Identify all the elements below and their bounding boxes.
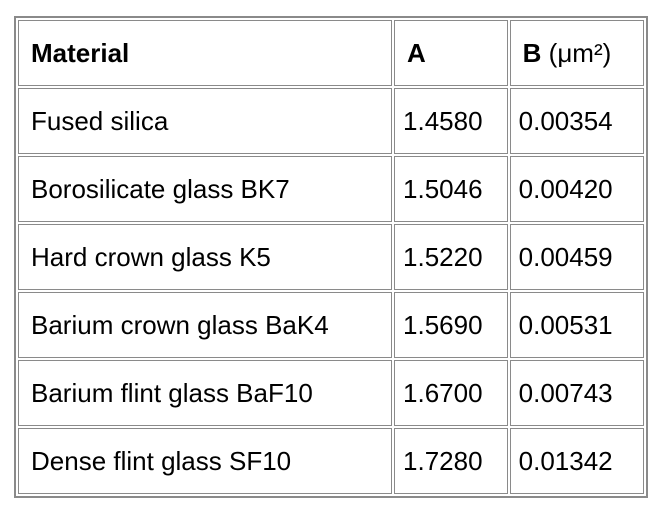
material-cell: Barium crown glass BaK4 — [18, 292, 393, 358]
value-cell: 1.4580 — [394, 88, 508, 154]
table-row: Fused silica 1.4580 0.00354 — [18, 88, 644, 154]
material-cell: Hard crown glass K5 — [18, 224, 393, 290]
header-cell: B (μm²) — [509, 20, 644, 86]
header-unit: (μm²) — [548, 37, 612, 68]
table-row: Barium flint glass BaF10 1.6700 0.00743 — [18, 360, 644, 426]
table-row: Barium crown glass BaK4 1.5690 0.00531 — [18, 292, 644, 358]
header-cell: A — [394, 20, 508, 86]
value-cell: 0.00420 — [509, 156, 644, 222]
value-cell: 1.6700 — [394, 360, 508, 426]
header-cell: Material — [18, 20, 393, 86]
value-cell: 1.7280 — [394, 428, 508, 494]
value-cell: 1.5046 — [394, 156, 508, 222]
value-cell: 0.00459 — [509, 224, 644, 290]
material-cell: Barium flint glass BaF10 — [18, 360, 393, 426]
material-cell: Dense flint glass SF10 — [18, 428, 393, 494]
value-cell: 1.5220 — [394, 224, 508, 290]
value-cell: 0.00531 — [509, 292, 644, 358]
material-cell: Borosilicate glass BK7 — [18, 156, 393, 222]
data-table: Material A B (μm²) Fused silica 1.4580 0.0… — [14, 16, 648, 498]
table-row: Borosilicate glass BK7 1.5046 0.00420 — [18, 156, 644, 222]
table-row: Dense flint glass SF10 1.7280 0.01342 — [18, 428, 644, 494]
value-cell: 0.00743 — [509, 360, 644, 426]
table-row: Hard crown glass K5 1.5220 0.00459 — [18, 224, 644, 290]
value-cell: 0.00354 — [509, 88, 644, 154]
value-cell: 1.5690 — [394, 292, 508, 358]
value-cell: 0.01342 — [509, 428, 644, 494]
header-row: Material A B (μm²) — [18, 20, 644, 86]
header-symbol: B — [522, 37, 542, 68]
material-cell: Fused silica — [18, 88, 393, 154]
